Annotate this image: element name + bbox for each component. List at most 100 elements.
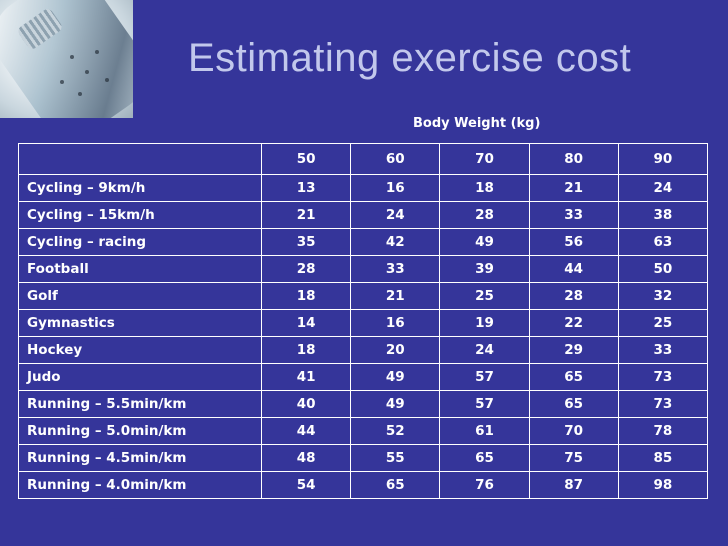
cost-value-cell: 33 (617, 336, 709, 364)
cost-value-cell: 63 (617, 228, 709, 256)
table-row: Cycling – racing 35 42 49 56 63 (18, 228, 709, 256)
table-row: Cycling – 9km/h 13 16 18 21 24 (18, 174, 709, 202)
cost-value-cell: 24 (350, 201, 441, 229)
cost-value-cell: 65 (528, 363, 619, 391)
cost-value-cell: 50 (617, 255, 709, 283)
water-drop (60, 80, 64, 84)
cost-value-cell: 21 (528, 174, 619, 202)
cost-value-cell: 44 (528, 255, 619, 283)
cost-value-cell: 24 (439, 336, 530, 364)
cost-value-cell: 21 (350, 282, 441, 310)
cost-value-cell: 48 (260, 444, 352, 472)
cost-value-cell: 35 (260, 228, 352, 256)
cost-value-cell: 73 (617, 390, 709, 418)
cost-value-cell: 38 (617, 201, 709, 229)
cost-value-cell: 25 (439, 282, 530, 310)
cost-value-cell: 44 (260, 417, 352, 445)
cost-value-cell: 98 (617, 471, 709, 499)
table-row: Running – 5.0min/km 44 52 61 70 78 (18, 417, 709, 445)
table-row: Running – 5.5min/km 40 49 57 65 73 (18, 390, 709, 418)
cost-value-cell: 73 (617, 363, 709, 391)
cost-value-cell: 49 (350, 363, 441, 391)
cost-value-cell: 20 (350, 336, 441, 364)
cost-value-cell: 52 (350, 417, 441, 445)
water-drop (105, 78, 109, 82)
cost-value-cell: 56 (528, 228, 619, 256)
table-row: Hockey 18 20 24 29 33 (18, 336, 709, 364)
water-bottle-photo (0, 0, 133, 118)
water-drop (95, 50, 99, 54)
table-row: Running – 4.0min/km 54 65 76 87 98 (18, 471, 709, 499)
cost-value-cell: 54 (260, 471, 352, 499)
water-drop (78, 92, 82, 96)
cost-value-cell: 40 (260, 390, 352, 418)
cost-value-cell: 16 (350, 309, 441, 337)
activity-name-cell: Running – 5.0min/km (18, 417, 262, 445)
cost-value-cell: 28 (260, 255, 352, 283)
cost-value-cell: 16 (350, 174, 441, 202)
header-corner-cell (18, 143, 262, 175)
activity-name-cell: Cycling – 9km/h (18, 174, 262, 202)
body-weight-label: Body Weight (kg) (413, 116, 541, 131)
activity-name-cell: Cycling – 15km/h (18, 201, 262, 229)
cost-value-cell: 78 (617, 417, 709, 445)
water-drop (85, 70, 89, 74)
cost-value-cell: 22 (528, 309, 619, 337)
cost-value-cell: 18 (260, 336, 352, 364)
cost-value-cell: 70 (528, 417, 619, 445)
activity-name-cell: Running – 5.5min/km (18, 390, 262, 418)
activity-name-cell: Judo (18, 363, 262, 391)
cost-value-cell: 49 (439, 228, 530, 256)
table-row: Cycling – 15km/h 21 24 28 33 38 (18, 201, 709, 229)
cost-value-cell: 55 (350, 444, 441, 472)
weight-header-cell: 90 (617, 143, 709, 175)
weight-header-cell: 80 (528, 143, 619, 175)
activity-name-cell: Running – 4.0min/km (18, 471, 262, 499)
cost-value-cell: 28 (439, 201, 530, 229)
cost-value-cell: 76 (439, 471, 530, 499)
table-row: Gymnastics 14 16 19 22 25 (18, 309, 709, 337)
activity-name-cell: Cycling – racing (18, 228, 262, 256)
cost-value-cell: 75 (528, 444, 619, 472)
cost-value-cell: 14 (260, 309, 352, 337)
cost-value-cell: 61 (439, 417, 530, 445)
activity-name-cell: Football (18, 255, 262, 283)
activity-name-cell: Running – 4.5min/km (18, 444, 262, 472)
cost-value-cell: 41 (260, 363, 352, 391)
cost-value-cell: 85 (617, 444, 709, 472)
cost-value-cell: 33 (528, 201, 619, 229)
bottle-body (0, 0, 133, 118)
cost-value-cell: 21 (260, 201, 352, 229)
cost-value-cell: 65 (439, 444, 530, 472)
cost-value-cell: 57 (439, 363, 530, 391)
table-row: Football 28 33 39 44 50 (18, 255, 709, 283)
cost-value-cell: 42 (350, 228, 441, 256)
cost-value-cell: 13 (260, 174, 352, 202)
table-row: Running – 4.5min/km 48 55 65 75 85 (18, 444, 709, 472)
table-header-row: 50 60 70 80 90 (18, 143, 709, 175)
cost-value-cell: 18 (260, 282, 352, 310)
cost-value-cell: 19 (439, 309, 530, 337)
activity-name-cell: Golf (18, 282, 262, 310)
cost-value-cell: 29 (528, 336, 619, 364)
cost-value-cell: 28 (528, 282, 619, 310)
slide-title: Estimating exercise cost (188, 36, 632, 80)
table-row: Golf 18 21 25 28 32 (18, 282, 709, 310)
exercise-cost-table: 50 60 70 80 90 Cycling – 9km/h 13 16 18 21 24 Cycli… (18, 143, 709, 499)
weight-header-cell: 60 (350, 143, 441, 175)
water-drop (70, 55, 74, 59)
cost-value-cell: 25 (617, 309, 709, 337)
cost-value-cell: 18 (439, 174, 530, 202)
cost-value-cell: 65 (350, 471, 441, 499)
weight-header-cell: 50 (260, 143, 352, 175)
cost-value-cell: 32 (617, 282, 709, 310)
cost-value-cell: 87 (528, 471, 619, 499)
weight-header-cell: 70 (439, 143, 530, 175)
cost-value-cell: 57 (439, 390, 530, 418)
cost-value-cell: 24 (617, 174, 709, 202)
cost-value-cell: 49 (350, 390, 441, 418)
table-row: Judo 41 49 57 65 73 (18, 363, 709, 391)
cost-value-cell: 33 (350, 255, 441, 283)
activity-name-cell: Hockey (18, 336, 262, 364)
cost-value-cell: 65 (528, 390, 619, 418)
